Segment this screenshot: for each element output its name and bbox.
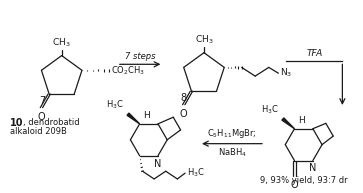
Text: N: N bbox=[309, 163, 317, 174]
Text: N: N bbox=[154, 159, 162, 169]
Text: TFA: TFA bbox=[306, 49, 322, 58]
Text: 7 steps: 7 steps bbox=[125, 52, 155, 61]
Text: H$_3$C: H$_3$C bbox=[187, 167, 205, 179]
Text: C$_5$H$_{11}$MgBr;: C$_5$H$_{11}$MgBr; bbox=[207, 127, 257, 140]
Text: NaBH$_4$: NaBH$_4$ bbox=[217, 146, 246, 159]
Text: H: H bbox=[298, 116, 305, 125]
Text: CO$_2$CH$_3$: CO$_2$CH$_3$ bbox=[111, 64, 145, 77]
Text: O: O bbox=[38, 112, 45, 122]
Text: alkaloid 209B: alkaloid 209B bbox=[11, 127, 67, 136]
Text: 7: 7 bbox=[39, 96, 45, 106]
Text: O: O bbox=[291, 180, 298, 190]
Text: O: O bbox=[180, 109, 188, 119]
Text: 10: 10 bbox=[11, 118, 24, 128]
Text: 9, 93% yield, 93:7 dr: 9, 93% yield, 93:7 dr bbox=[260, 176, 347, 185]
Text: H: H bbox=[143, 111, 150, 120]
Text: , dendrobatid: , dendrobatid bbox=[23, 118, 79, 127]
Text: 8: 8 bbox=[180, 93, 187, 103]
Text: CH$_3$: CH$_3$ bbox=[195, 33, 213, 46]
Text: CH$_3$: CH$_3$ bbox=[52, 36, 71, 49]
Text: H$_3$C: H$_3$C bbox=[261, 104, 279, 116]
Text: H$_3$C: H$_3$C bbox=[106, 99, 124, 111]
Text: N$_3$: N$_3$ bbox=[280, 67, 293, 80]
Polygon shape bbox=[127, 113, 140, 124]
Polygon shape bbox=[282, 118, 294, 129]
